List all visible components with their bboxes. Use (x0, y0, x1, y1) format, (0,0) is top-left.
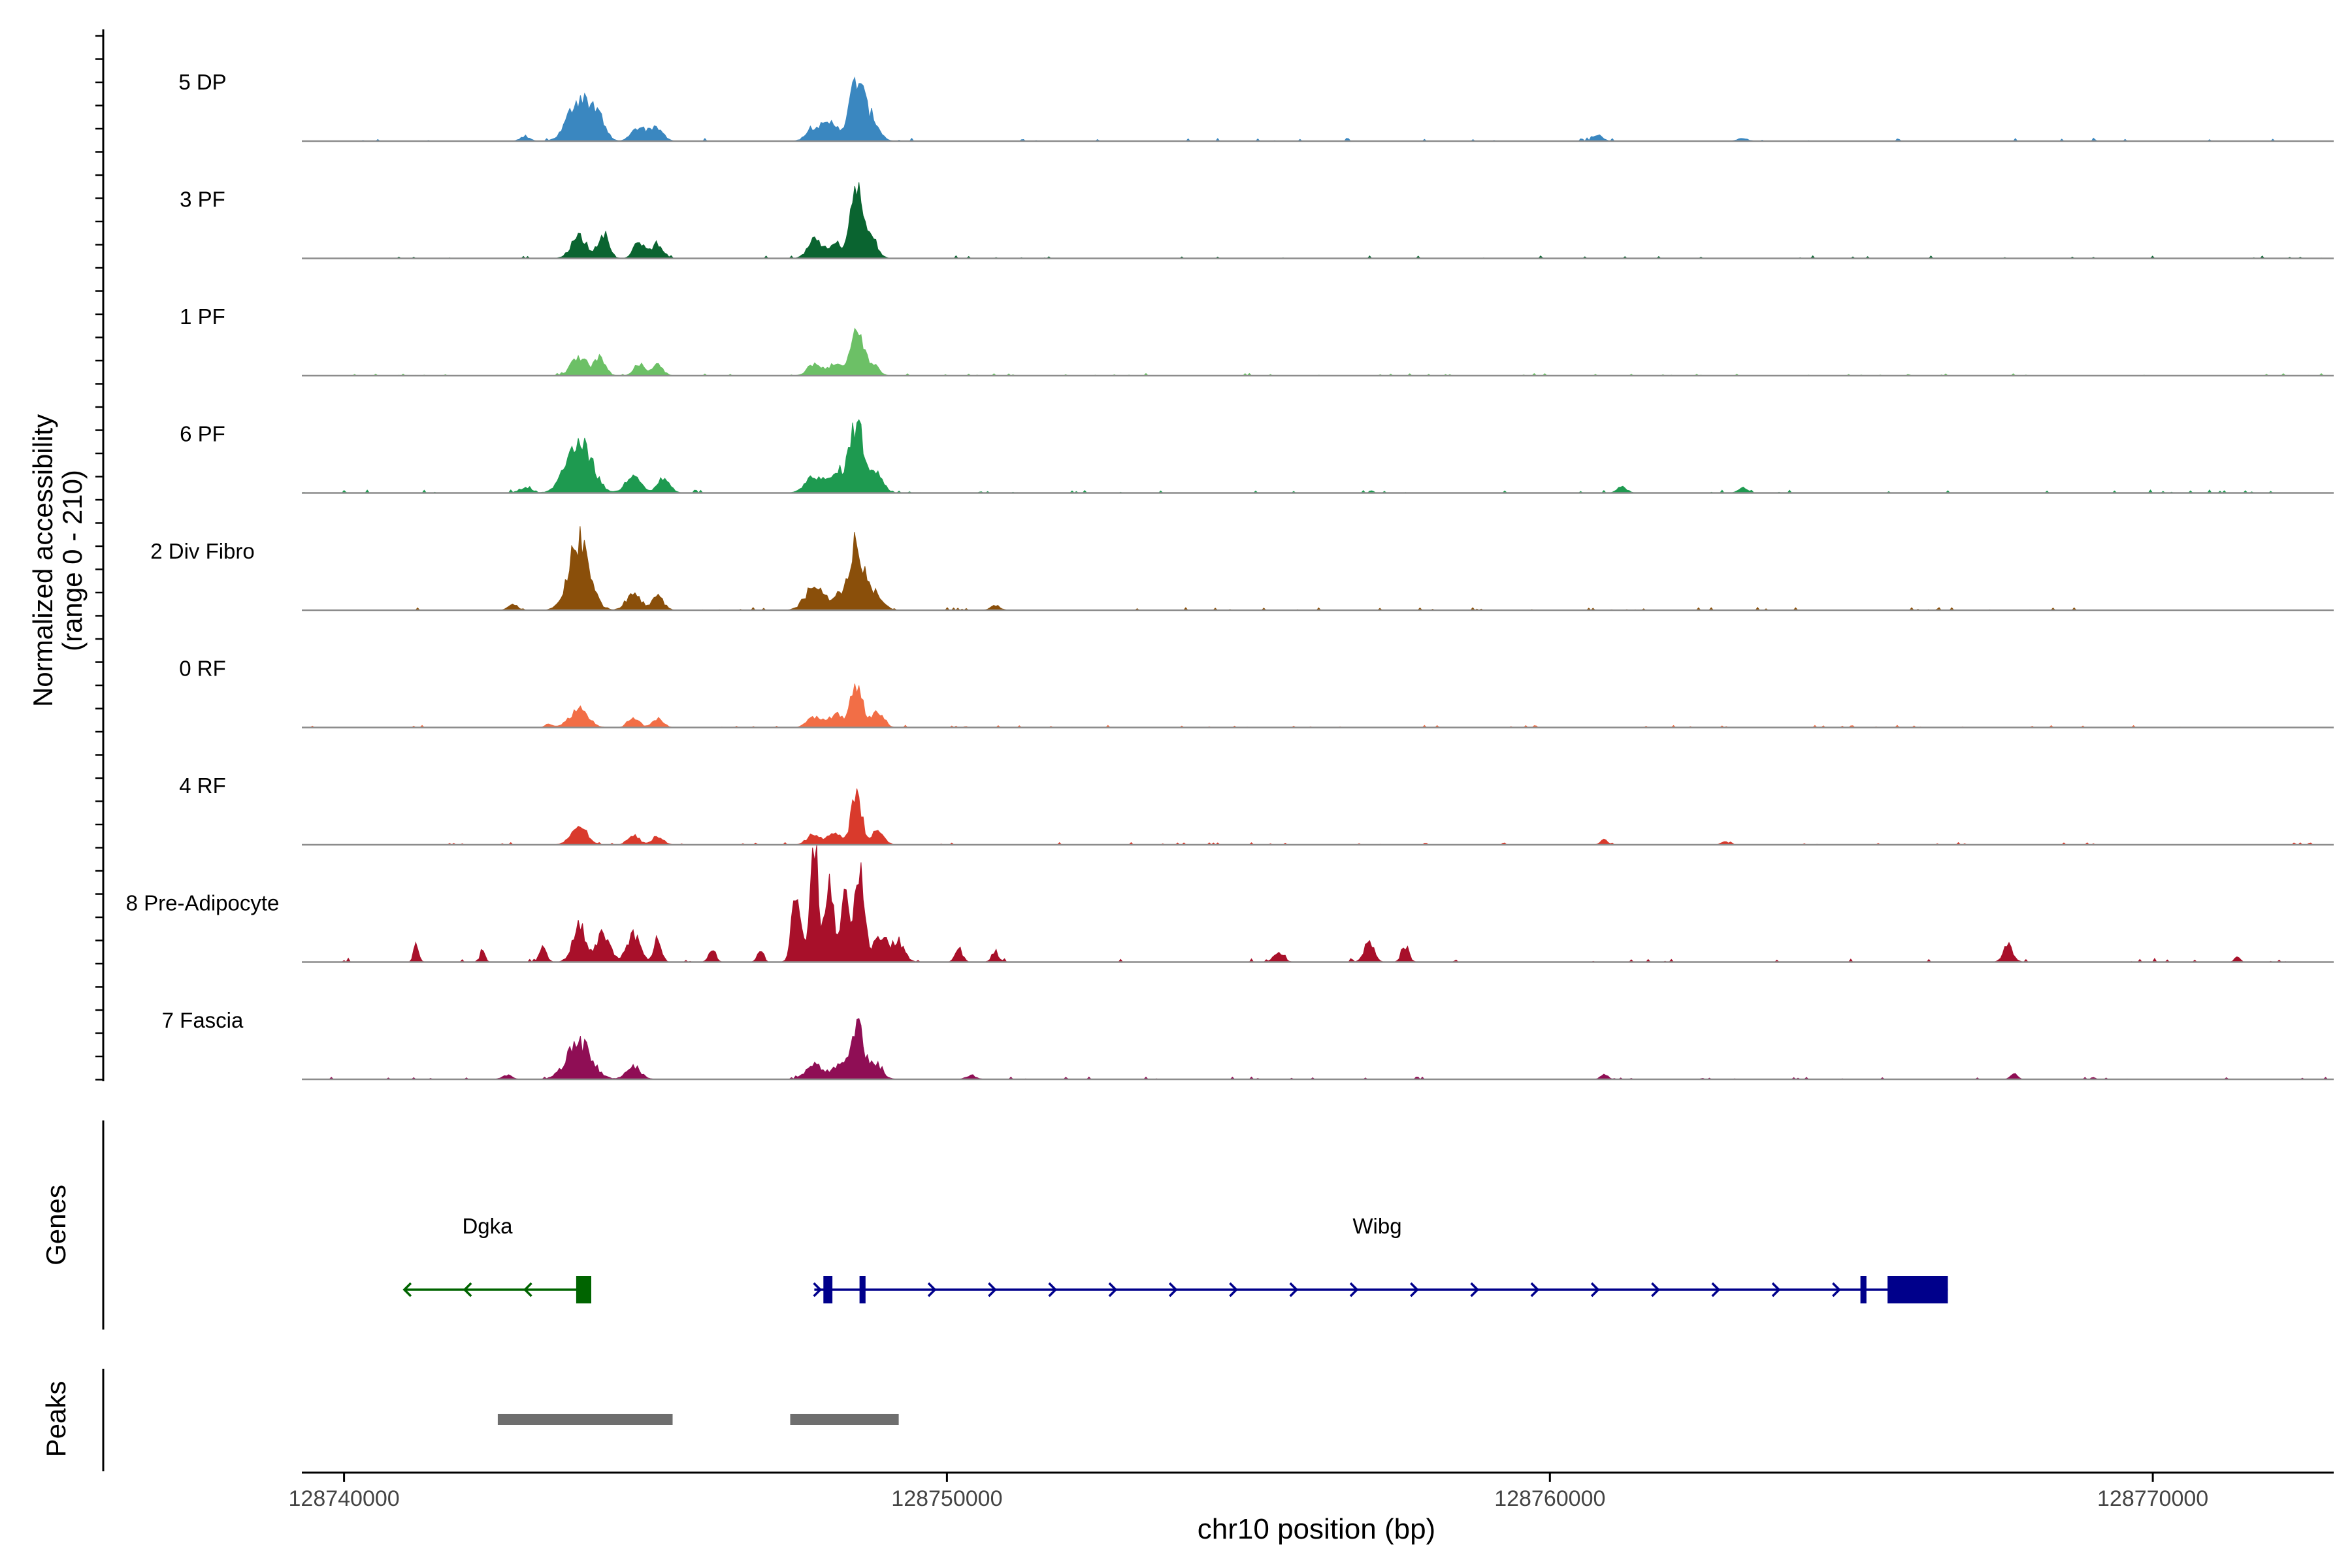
track-1-pf: 1 PF (180, 304, 2334, 377)
peak-region (497, 1414, 673, 1425)
track-label: 8 Pre-Adipocyte (126, 891, 280, 915)
strand-arrow (1590, 1282, 1600, 1298)
track-label: 2 Div Fibro (150, 539, 255, 563)
genes-track: Dgka Wibg (402, 1214, 1948, 1303)
strand-arrow (402, 1282, 412, 1298)
track-7-fascia: 7 Fascia (162, 1008, 2334, 1081)
strand-arrow (1048, 1282, 1058, 1298)
x-tick-label: 128770000 (2097, 1486, 2208, 1511)
strand-arrow (813, 1282, 823, 1298)
gene-exon (576, 1276, 591, 1303)
strand-arrow (1289, 1282, 1299, 1298)
strand-arrow (927, 1282, 937, 1298)
gene-exon (1860, 1276, 1867, 1303)
strand-arrow (523, 1282, 532, 1298)
peak-region (790, 1414, 899, 1425)
coverage-area (301, 419, 2334, 494)
gene-exon (823, 1276, 833, 1303)
x-axis: 128740000 128750000 128760000 128770000 (289, 1471, 2334, 1511)
track-label: 1 PF (180, 304, 225, 329)
strand-arrow (1832, 1282, 1841, 1298)
gene-exon (1887, 1276, 1948, 1303)
track-label: 6 PF (180, 422, 225, 446)
track-4-rf: 4 RF (179, 774, 2334, 846)
y-axis-label-range: (range 0 - 210) (57, 470, 88, 651)
strand-arrow (1168, 1282, 1178, 1298)
strand-arrow (1229, 1282, 1238, 1298)
strand-arrow (1410, 1282, 1419, 1298)
coverage-area (302, 788, 2334, 845)
gene-exon (859, 1276, 866, 1303)
strand-arrow (1711, 1282, 1721, 1298)
gene-wibg: Wibg (813, 1214, 1948, 1303)
track-label: 3 PF (180, 188, 225, 212)
coverage-area (302, 76, 2334, 142)
peaks-label: Peaks (41, 1381, 71, 1458)
gene-label: Dgka (462, 1214, 513, 1238)
track-2-div-fibro: 2 Div Fibro (150, 526, 2334, 612)
track-label: 7 Fascia (162, 1008, 244, 1032)
x-tick-label: 128750000 (891, 1486, 1002, 1511)
track-3-pf: 3 PF (180, 182, 2334, 259)
gene-label: Wibg (1352, 1214, 1401, 1238)
coverage-area (302, 683, 2334, 728)
strand-arrow (1651, 1282, 1660, 1298)
coverage-area (302, 182, 2334, 259)
coverage-area (302, 845, 2334, 963)
coverage-area (392, 526, 2244, 611)
peaks-track (497, 1414, 899, 1425)
y-axis-label: Normalized accessibility (27, 414, 58, 707)
coverage-tracks: 5 DP 3 PF 1 PF 6 PF 2 Div Fibro 0 RF 4 RF 8 Pre… (126, 70, 2334, 1081)
track-6-pf: 6 PF (180, 419, 2334, 494)
genes-label: Genes (41, 1184, 71, 1266)
track-label: 4 RF (179, 774, 226, 798)
coverage-y-axis (95, 29, 105, 1081)
strand-arrow (1771, 1282, 1781, 1298)
coverage-area (302, 327, 2334, 376)
track-8-pre-adipocyte: 8 Pre-Adipocyte (126, 845, 2334, 963)
track-label: 5 DP (178, 70, 226, 94)
strand-arrow (463, 1282, 472, 1298)
x-tick-label: 128760000 (1494, 1486, 1605, 1511)
track-5-dp: 5 DP (178, 70, 2334, 142)
x-axis-label: chr10 position (bp) (1198, 1513, 1435, 1545)
strand-arrow (1530, 1282, 1540, 1298)
x-tick-label: 128740000 (289, 1486, 400, 1511)
strand-arrow (1349, 1282, 1359, 1298)
gene-dgka: Dgka (402, 1214, 591, 1303)
track-0-rf: 0 RF (179, 657, 2334, 728)
strand-arrow (988, 1282, 997, 1298)
strand-arrow (1108, 1282, 1118, 1298)
track-label: 0 RF (179, 657, 226, 681)
strand-arrow (1470, 1282, 1480, 1298)
coverage-area (302, 1018, 2334, 1080)
